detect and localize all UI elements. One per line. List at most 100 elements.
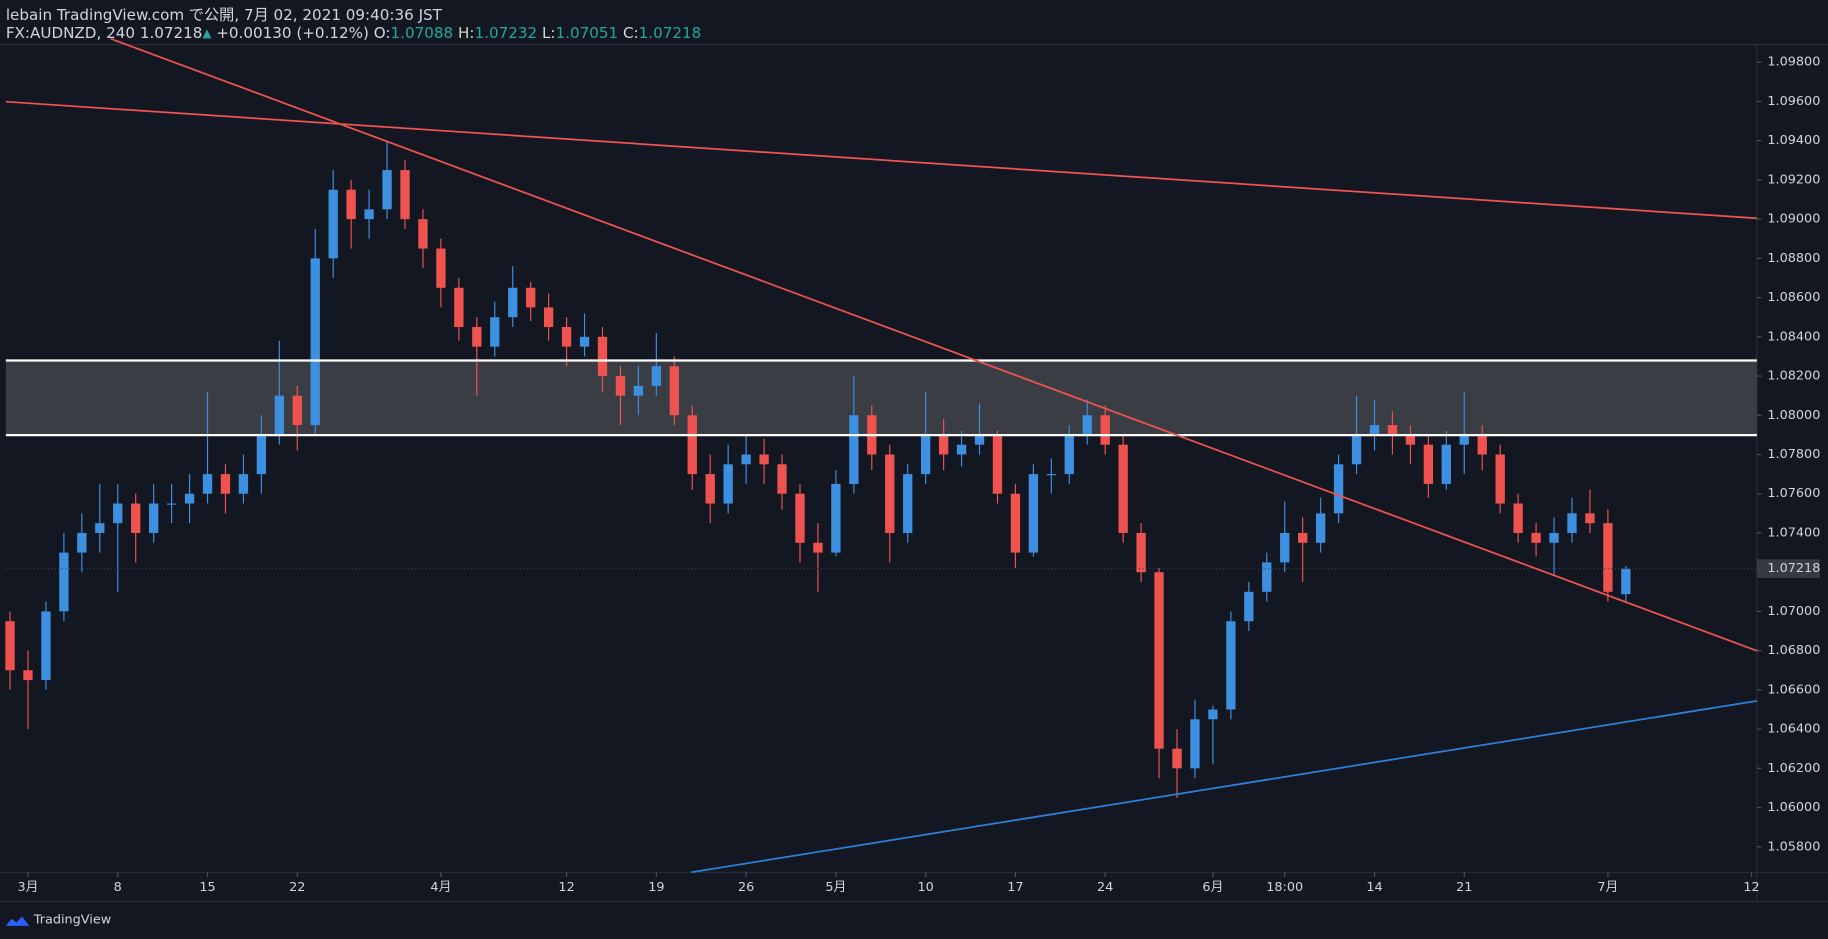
candle-body: [1315, 513, 1326, 543]
candle-body: [1585, 513, 1595, 524]
candle-body: [723, 464, 733, 504]
candle-body: [1010, 493, 1021, 553]
candle-body: [1621, 568, 1631, 595]
y-tick-label: 1.06000: [1767, 800, 1820, 815]
candle-body: [651, 366, 662, 386]
x-tick-label: 21: [1456, 880, 1472, 895]
candle-body: [1298, 532, 1308, 543]
last-price-label: 1.07218: [1767, 561, 1820, 576]
y-tick-label: 1.09600: [1767, 94, 1820, 109]
y-tick-label: 1.06400: [1767, 722, 1820, 737]
candle-body: [1369, 425, 1380, 435]
y-tick-label: 1.06800: [1767, 643, 1820, 658]
candle-body: [1405, 434, 1416, 445]
candle-body: [508, 287, 518, 318]
candle-body: [1244, 591, 1254, 622]
candle-body: [238, 474, 249, 494]
trendline: [110, 37, 1758, 652]
candle-body: [418, 219, 428, 249]
symbol: FX:AUDNZD, 240: [6, 23, 135, 41]
candle-body: [1064, 434, 1074, 475]
y-tick-label: 1.09400: [1767, 133, 1820, 148]
candle-body: [974, 434, 985, 445]
y-tick-label: 1.07400: [1767, 525, 1820, 540]
candle-body: [1028, 474, 1039, 553]
candle-body: [795, 493, 805, 543]
y-tick-label: 1.06600: [1767, 682, 1820, 697]
high-value: 1.07232: [475, 23, 538, 41]
candle-body: [1333, 464, 1344, 514]
candle-body: [382, 170, 392, 210]
candle-body: [274, 395, 284, 435]
candle-body: [597, 336, 608, 377]
high-key: H:: [458, 23, 475, 41]
close-value: 1.07218: [639, 23, 702, 41]
candle-body: [1190, 719, 1200, 769]
ohlc-legend: FX:AUDNZD, 240 1.07218▲ +0.00130 (+0.12%…: [6, 23, 701, 41]
candle-body: [166, 503, 177, 505]
x-tick-label: 24: [1097, 880, 1113, 895]
candle-body: [77, 532, 87, 553]
candle-body: [1387, 425, 1398, 435]
candle-body: [23, 670, 33, 681]
last-price-box: [1756, 559, 1820, 578]
candle-body: [633, 385, 644, 396]
x-tick-label: 6月: [1202, 880, 1223, 895]
candle-body: [1100, 415, 1110, 445]
x-tick-label: 3月: [17, 880, 38, 895]
candle-body: [490, 317, 500, 347]
candle-body: [759, 454, 769, 465]
candle-body: [777, 464, 787, 494]
candle-body: [1280, 532, 1290, 563]
candle-body: [1495, 454, 1505, 504]
y-tick-label: 1.07600: [1767, 486, 1820, 501]
candle-body: [1046, 474, 1056, 476]
candle-body: [5, 621, 15, 671]
last-price: 1.07218: [140, 23, 203, 41]
candle-body: [454, 287, 464, 328]
candle-body: [1477, 434, 1487, 455]
candle-body: [903, 474, 913, 533]
x-tick-label: 15: [199, 880, 215, 895]
candle-body: [95, 523, 105, 533]
close-key: C:: [623, 23, 639, 41]
candle-body: [328, 189, 338, 259]
candle-body: [400, 170, 410, 220]
candle-body: [59, 552, 69, 612]
y-tick-label: 1.06200: [1767, 761, 1820, 776]
candle-body: [669, 366, 679, 416]
candle-body: [364, 209, 374, 220]
candle-body: [849, 415, 859, 484]
change-arrow: ▲: [202, 25, 211, 39]
candle-body: [561, 327, 572, 347]
logo: TradingView: [5, 913, 111, 928]
candle-body: [1459, 434, 1469, 445]
x-tick-label: 19: [648, 880, 664, 895]
x-tick-label: 12: [558, 880, 574, 895]
candle-body: [1531, 532, 1541, 543]
x-tick-label: 26: [738, 880, 754, 895]
candle-body: [148, 503, 159, 533]
zone: [5, 360, 1757, 436]
candle-body: [1603, 523, 1613, 592]
candle-body: [1567, 513, 1577, 533]
candle-body: [831, 483, 841, 553]
candle-body: [1262, 562, 1272, 592]
y-tick-label: 1.05800: [1767, 839, 1820, 854]
x-tick-label: 22: [289, 880, 305, 895]
candle-body: [131, 503, 141, 533]
candle-body: [436, 248, 446, 288]
candle-body: [543, 307, 554, 328]
candle-body: [310, 258, 320, 426]
x-tick-label: 18:00: [1266, 880, 1303, 895]
y-tick-label: 1.07000: [1767, 604, 1820, 619]
candle-body: [1172, 748, 1182, 769]
candle-body: [1549, 532, 1559, 543]
candle-body: [1136, 532, 1146, 573]
candle-body: [1423, 444, 1434, 484]
candle-body: [292, 395, 302, 426]
low-key: L:: [542, 23, 556, 41]
candle-body: [1226, 621, 1236, 710]
